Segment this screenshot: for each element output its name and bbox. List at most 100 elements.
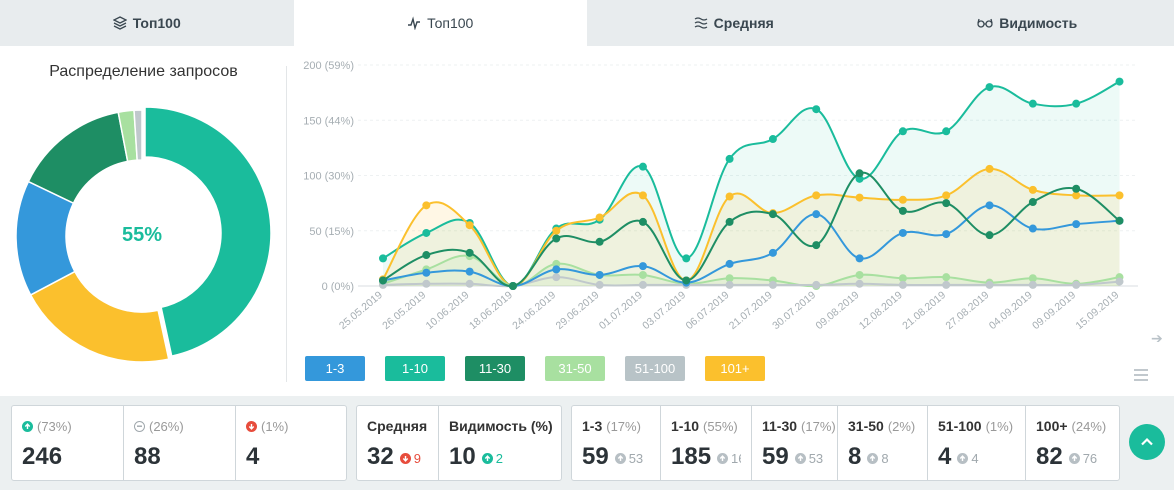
data-point-101+[interactable]: [812, 191, 821, 200]
data-point-11-30[interactable]: [682, 276, 691, 285]
data-point-11-30[interactable]: [1115, 216, 1124, 225]
data-point-11-30[interactable]: [725, 217, 734, 226]
data-point-1-3[interactable]: [465, 267, 474, 276]
data-point-1-10[interactable]: [725, 154, 734, 163]
data-point-51-100[interactable]: [638, 280, 647, 289]
data-point-11-30[interactable]: [985, 231, 994, 240]
data-point-31-50[interactable]: [855, 270, 864, 279]
data-point-31-50[interactable]: [638, 270, 647, 279]
legend-1-10[interactable]: 1-10: [385, 356, 445, 381]
data-point-11-30[interactable]: [898, 206, 907, 215]
tab-label: Средняя: [713, 15, 774, 31]
data-point-51-100[interactable]: [552, 273, 561, 282]
data-point-11-30[interactable]: [465, 248, 474, 257]
data-point-1-3[interactable]: [1072, 220, 1081, 229]
data-point-11-30[interactable]: [552, 234, 561, 243]
data-point-101+[interactable]: [1115, 191, 1124, 200]
data-point-1-10[interactable]: [898, 127, 907, 136]
data-point-11-30[interactable]: [768, 210, 777, 219]
data-point-1-3[interactable]: [898, 228, 907, 237]
data-point-51-100[interactable]: [812, 280, 821, 289]
data-point-51-100[interactable]: [465, 279, 474, 288]
data-point-101+[interactable]: [855, 193, 864, 202]
tab-visibility[interactable]: Видимость: [881, 0, 1174, 46]
data-point-51-100[interactable]: [855, 279, 864, 288]
data-point-51-100[interactable]: [422, 279, 431, 288]
data-point-1-10[interactable]: [1115, 77, 1124, 86]
data-point-101+[interactable]: [942, 191, 951, 200]
data-point-1-3[interactable]: [812, 210, 821, 219]
data-point-11-30[interactable]: [812, 241, 821, 250]
data-point-101+[interactable]: [552, 226, 561, 235]
data-point-51-100[interactable]: [985, 280, 994, 289]
data-point-1-10[interactable]: [768, 135, 777, 144]
donut-slice-51-100[interactable]: [133, 109, 143, 161]
legend-1-3[interactable]: 1-3: [305, 356, 365, 381]
donut-slice-101+[interactable]: [29, 270, 170, 363]
data-point-51-100[interactable]: [898, 280, 907, 289]
average-value: 32: [367, 443, 394, 470]
data-point-11-30[interactable]: [595, 237, 604, 246]
data-point-51-100[interactable]: [725, 280, 734, 289]
data-point-51-100[interactable]: [1115, 277, 1124, 286]
data-point-1-10[interactable]: [942, 127, 951, 136]
data-point-51-100[interactable]: [1072, 280, 1081, 289]
data-point-1-3[interactable]: [422, 268, 431, 277]
data-point-31-50[interactable]: [898, 274, 907, 283]
tab-average[interactable]: Средняя: [587, 0, 881, 46]
data-point-31-50[interactable]: [552, 259, 561, 268]
data-point-1-10[interactable]: [1072, 99, 1081, 108]
data-point-1-10[interactable]: [638, 162, 647, 171]
tab-top100-distribution[interactable]: Топ100: [0, 0, 294, 46]
data-point-1-10[interactable]: [812, 105, 821, 114]
data-point-101+[interactable]: [422, 201, 431, 210]
data-point-101+[interactable]: [898, 195, 907, 204]
data-point-1-10[interactable]: [379, 254, 387, 263]
data-point-1-10[interactable]: [682, 254, 691, 263]
data-point-31-50[interactable]: [942, 273, 951, 282]
tab-top100-dynamics[interactable]: Топ100: [293, 0, 587, 46]
data-point-1-10[interactable]: [985, 83, 994, 92]
arrow-right-icon[interactable]: ➔: [1151, 330, 1163, 346]
data-point-101+[interactable]: [638, 191, 647, 200]
data-point-51-100[interactable]: [1028, 280, 1037, 289]
data-point-11-30[interactable]: [1072, 184, 1081, 193]
data-point-1-3[interactable]: [552, 265, 561, 274]
legend-101-plus[interactable]: 101+: [705, 356, 765, 381]
data-point-1-3[interactable]: [725, 259, 734, 268]
data-point-101+[interactable]: [465, 221, 474, 230]
legend-11-30[interactable]: 11-30: [465, 356, 525, 381]
data-point-1-10[interactable]: [422, 228, 431, 237]
data-point-31-50[interactable]: [725, 274, 734, 283]
data-point-1-3[interactable]: [768, 248, 777, 257]
data-point-51-100[interactable]: [595, 280, 604, 289]
data-point-11-30[interactable]: [508, 282, 517, 290]
hamburger-menu-icon[interactable]: [1134, 369, 1148, 384]
data-point-1-10[interactable]: [855, 174, 864, 183]
data-point-101+[interactable]: [725, 192, 734, 201]
data-point-101+[interactable]: [595, 213, 604, 222]
data-point-1-3[interactable]: [942, 230, 951, 239]
data-point-31-50[interactable]: [1028, 274, 1037, 283]
data-point-101+[interactable]: [1072, 191, 1081, 200]
legend-51-100[interactable]: 51-100: [625, 356, 685, 381]
data-point-11-30[interactable]: [638, 217, 647, 226]
data-point-101+[interactable]: [1028, 185, 1037, 194]
legend-31-50[interactable]: 31-50: [545, 356, 605, 381]
data-point-11-30[interactable]: [422, 251, 431, 260]
data-point-1-3[interactable]: [855, 254, 864, 263]
data-point-1-3[interactable]: [595, 270, 604, 279]
data-point-1-3[interactable]: [638, 262, 647, 271]
data-point-11-30[interactable]: [1028, 198, 1037, 207]
data-point-51-100[interactable]: [768, 280, 777, 289]
data-point-1-10[interactable]: [1028, 99, 1037, 108]
data-point-11-30[interactable]: [855, 169, 864, 178]
data-point-11-30[interactable]: [379, 276, 387, 285]
data-point-11-30[interactable]: [942, 199, 951, 208]
data-point-1-3[interactable]: [985, 201, 994, 210]
scroll-top-button[interactable]: [1129, 424, 1165, 460]
data-point-101+[interactable]: [985, 164, 994, 173]
data-point-1-3[interactable]: [1028, 224, 1037, 233]
donut-slice-1-10[interactable]: [144, 106, 272, 358]
data-point-51-100[interactable]: [942, 280, 951, 289]
